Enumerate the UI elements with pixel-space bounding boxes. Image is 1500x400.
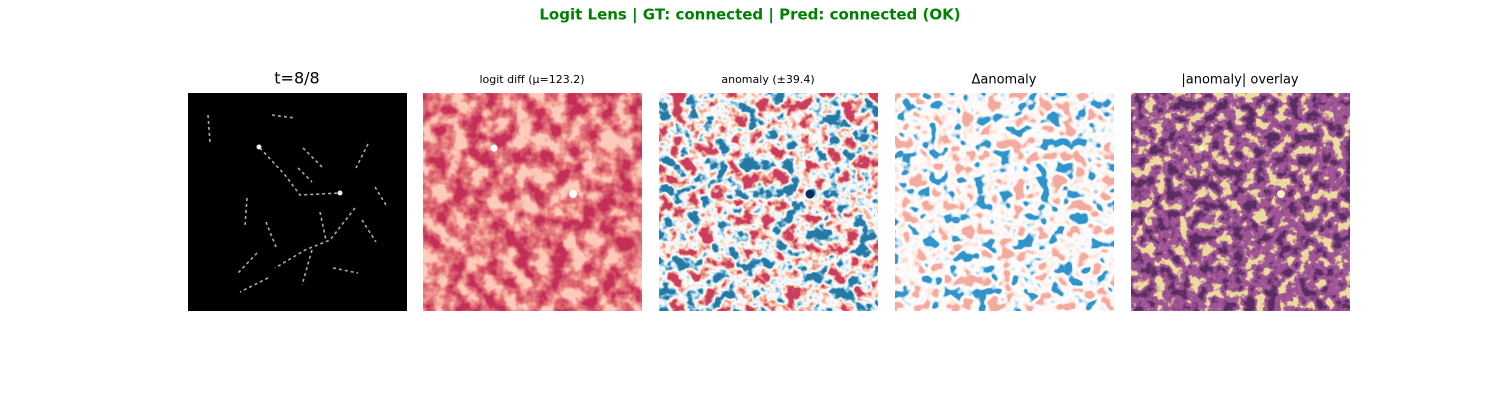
endpoint: [256, 144, 262, 150]
panel-title: t=8/8: [274, 69, 319, 88]
delta-anomaly-heatmap: [895, 93, 1114, 311]
panel-title: Δanomaly: [972, 73, 1037, 88]
image-background: [188, 93, 407, 311]
overlay-heatmap: [1131, 93, 1350, 311]
panel-title: anomaly (±39.4): [721, 73, 814, 86]
panel-title: logit diff (μ=123.2): [479, 73, 584, 86]
dashed-paths: [207, 114, 387, 293]
anomaly-heatmap: [659, 93, 878, 311]
hotspot: [569, 190, 577, 198]
hotspot: [1199, 145, 1205, 151]
endpoint: [337, 190, 343, 196]
hotspot: [490, 144, 498, 152]
hotspot: [805, 189, 815, 199]
logit-diff-heatmap: [423, 93, 642, 311]
input-image: [188, 93, 407, 311]
panel-title: |anomaly| overlay: [1181, 73, 1299, 88]
hotspot: [1277, 190, 1285, 198]
figure-title: Logit Lens | GT: connected | Pred: conne…: [539, 6, 960, 25]
